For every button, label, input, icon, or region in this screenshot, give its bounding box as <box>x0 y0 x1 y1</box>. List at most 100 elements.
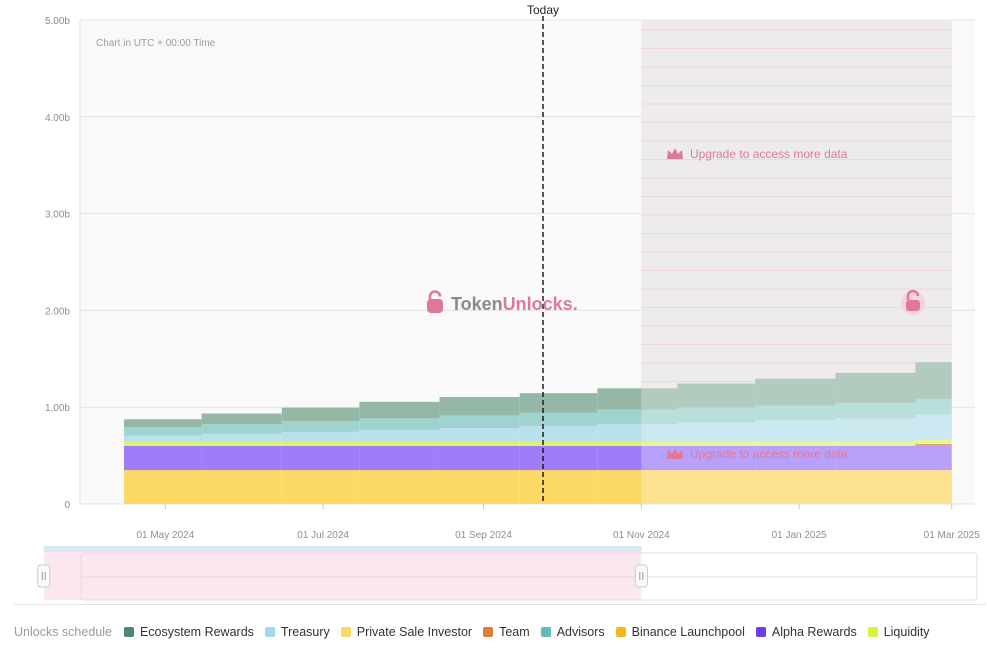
stack-segment <box>755 420 836 442</box>
stack-segment <box>677 383 756 408</box>
timezone-note: Chart in UTC + 00:00 Time <box>96 38 216 49</box>
legend-swatch <box>540 627 551 637</box>
navigator-scroll-thumb <box>43 546 642 552</box>
legend-label: Ecosystem Rewards <box>139 625 254 639</box>
legend-swatch <box>867 627 878 637</box>
stack-segment <box>439 441 520 446</box>
y-tick-label: 2.00b <box>45 306 70 317</box>
stack-segment <box>281 421 360 432</box>
legend-label: Team <box>499 625 530 639</box>
legend-swatch <box>264 627 275 637</box>
y-tick-label: 3.00b <box>45 210 70 221</box>
stack-segment <box>597 424 678 442</box>
stack-segment <box>123 445 202 471</box>
y-tick-label: 5.00b <box>45 16 70 27</box>
stack-segment <box>281 470 360 504</box>
stack-segment <box>915 362 952 399</box>
stack-segment <box>915 470 952 504</box>
legend-swatch <box>340 627 351 637</box>
navigator-handle-body <box>37 564 51 588</box>
stack-segment <box>915 443 952 446</box>
stack-segment <box>519 393 598 413</box>
crown-icon <box>667 448 683 459</box>
stack-segment <box>201 433 282 442</box>
navigator-selection <box>43 547 642 600</box>
stack-segment <box>835 372 916 403</box>
y-tick-label: 4.00b <box>45 113 70 124</box>
stack-segment <box>835 470 916 504</box>
stack-segment <box>755 441 836 446</box>
legend-item[interactable]: Private Sale Investor <box>340 625 472 639</box>
x-tick-label: 01 Mar 2025 <box>924 530 981 541</box>
stack-segment <box>755 445 836 471</box>
stack-segment <box>123 470 202 504</box>
stack-segment <box>835 418 916 442</box>
watermark-logo <box>427 290 443 313</box>
stack-segment <box>123 435 202 442</box>
stack-segment <box>835 402 916 419</box>
stack-segment <box>123 427 202 436</box>
today-label: Today <box>527 3 559 17</box>
upgrade-message: Upgrade to access more data <box>690 447 848 461</box>
lock-shackle <box>906 289 920 300</box>
legend-item[interactable]: Advisors <box>540 625 605 639</box>
navigator-handle-body <box>634 564 648 588</box>
stack-segment <box>915 414 952 440</box>
stack-segment <box>359 401 440 419</box>
stack-segment <box>597 409 678 425</box>
stack-segment <box>677 441 756 446</box>
stack-segment <box>519 412 598 427</box>
stack-segment <box>519 441 598 446</box>
stack-segment <box>359 429 440 442</box>
navigator-handle[interactable] <box>37 564 51 588</box>
stack-segment <box>201 470 282 504</box>
y-tick-label: 0 <box>64 500 70 511</box>
stack-segment <box>597 445 678 471</box>
navigator-handle[interactable] <box>634 564 648 588</box>
stack-segment <box>439 428 520 442</box>
stack-segment <box>835 445 916 471</box>
legend-item[interactable]: Team <box>483 625 530 639</box>
legend-item[interactable]: Liquidity <box>867 625 930 639</box>
lock-body <box>906 300 920 311</box>
y-tick-label: 1.00b <box>45 403 70 414</box>
x-tick-label: 01 Jul 2024 <box>297 530 349 541</box>
legend-divider <box>14 604 986 605</box>
legend-item[interactable]: Ecosystem Rewards <box>123 625 254 639</box>
legend-swatch <box>755 627 766 637</box>
stack-segment <box>201 445 282 471</box>
stack-segment <box>755 470 836 504</box>
x-tick-label: 01 Nov 2024 <box>613 530 670 541</box>
locked-overlay <box>641 20 952 504</box>
legend-label: Binance Launchpool <box>631 625 745 639</box>
stack-segment <box>915 439 952 444</box>
upgrade-message: Upgrade to access more data <box>690 147 848 161</box>
stack-segment <box>755 405 836 421</box>
stack-segment <box>597 388 678 410</box>
x-tick-label: 01 May 2024 <box>136 530 194 541</box>
stack-segment <box>201 413 282 425</box>
legend-title: Unlocks schedule <box>14 625 112 639</box>
stack-segment <box>359 445 440 471</box>
stack-segment <box>677 445 756 471</box>
stack-segment <box>519 470 598 504</box>
legend-label: Liquidity <box>883 625 930 639</box>
stack-segment <box>677 422 756 442</box>
legend-item[interactable]: Alpha Rewards <box>755 625 857 639</box>
watermark-lock-body <box>427 299 443 313</box>
stack-segment <box>439 397 520 416</box>
crown-icon <box>667 148 683 159</box>
stack-segment <box>597 470 678 504</box>
watermark-text: TokenUnlocks. <box>451 294 578 314</box>
legend-item[interactable]: Treasury <box>264 625 330 639</box>
stack-segment <box>359 441 440 446</box>
stack-segment <box>439 415 520 429</box>
legend: Unlocks schedule Ecosystem Rewards Treasu… <box>14 623 941 641</box>
x-tick-label: 01 Jan 2025 <box>772 530 827 541</box>
legend-item[interactable]: Binance Launchpool <box>615 625 745 639</box>
legend-swatch <box>615 627 626 637</box>
stack-segment <box>359 470 440 504</box>
watermark-lock-icon <box>428 290 442 300</box>
stack-segment <box>201 424 282 434</box>
